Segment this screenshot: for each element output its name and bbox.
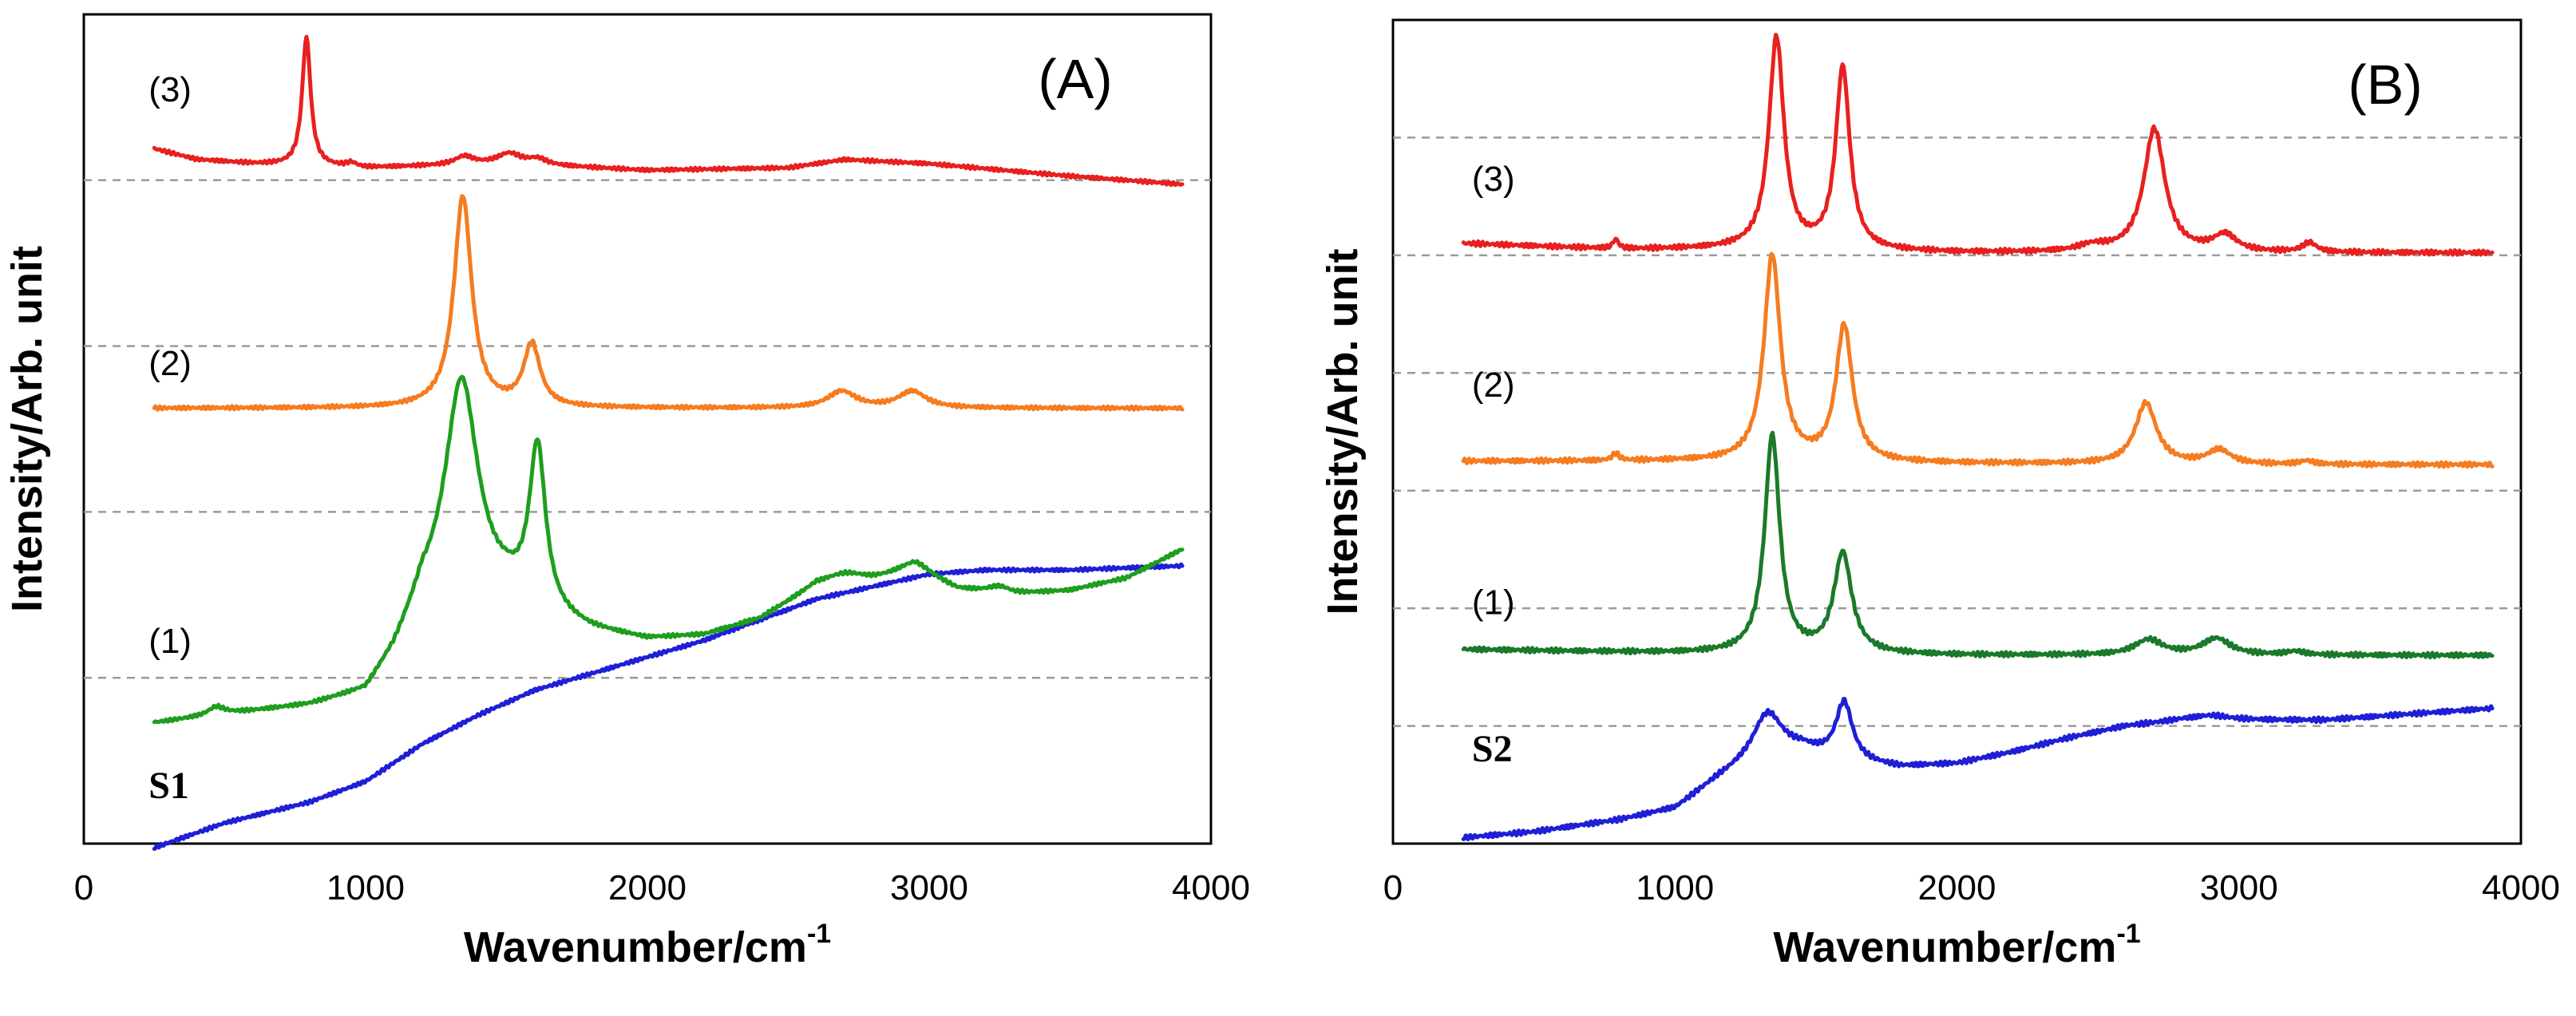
series-label: S1 bbox=[148, 765, 189, 807]
y-axis-title: Intensity/Arb. unit bbox=[1319, 248, 1367, 615]
panel-label: (B) bbox=[2348, 53, 2422, 116]
y-axis-title: Intensity/Arb. unit bbox=[3, 246, 51, 612]
x-tick-label: 2000 bbox=[608, 868, 687, 907]
panel-a: 0 1000 2000 3000 4000 Wavenumber/cm-1 Intensit… bbox=[3, 13, 1250, 971]
x-tick-label: 3000 bbox=[2200, 868, 2278, 907]
spectrum-line-3 bbox=[152, 34, 1185, 188]
series-label: (3) bbox=[1472, 160, 1515, 199]
spectrum-line-1 bbox=[152, 374, 1185, 725]
x-tick-label: 1000 bbox=[326, 868, 405, 907]
spectrum-line-2 bbox=[152, 194, 1185, 412]
plot-frame bbox=[1391, 18, 2523, 845]
x-tick-label: 0 bbox=[1383, 868, 1403, 907]
spectrum-line-3 bbox=[1461, 33, 2495, 257]
x-tick-label: 0 bbox=[74, 868, 93, 907]
x-tick-label: 3000 bbox=[890, 868, 968, 907]
series-label: (1) bbox=[148, 622, 192, 661]
series-label: S2 bbox=[1472, 728, 1513, 770]
plot-frame bbox=[82, 13, 1213, 845]
spectrum-line-2 bbox=[1461, 251, 2495, 469]
x-axis-title: Wavenumber/cm-1 bbox=[1773, 919, 2140, 971]
panel-b: 0 1000 2000 3000 4000 Wavenumber/cm-1 Intensit… bbox=[1319, 18, 2560, 971]
series-label: (2) bbox=[1472, 366, 1515, 405]
series-label: (2) bbox=[148, 344, 192, 383]
x-tick-label: 2000 bbox=[1918, 868, 1996, 907]
x-tick-label: 4000 bbox=[1172, 868, 1250, 907]
series-label: (3) bbox=[148, 70, 192, 109]
panel-label: (A) bbox=[1038, 48, 1112, 110]
spectrum-line-s1 bbox=[152, 562, 1185, 852]
spectrum-line-s2 bbox=[1461, 697, 2495, 841]
x-tick-label: 1000 bbox=[1636, 868, 1714, 907]
spectrum-line-1 bbox=[1461, 430, 2495, 660]
x-tick-label: 4000 bbox=[2482, 868, 2560, 907]
x-axis-title: Wavenumber/cm-1 bbox=[464, 919, 831, 971]
series-label: (1) bbox=[1472, 583, 1515, 623]
